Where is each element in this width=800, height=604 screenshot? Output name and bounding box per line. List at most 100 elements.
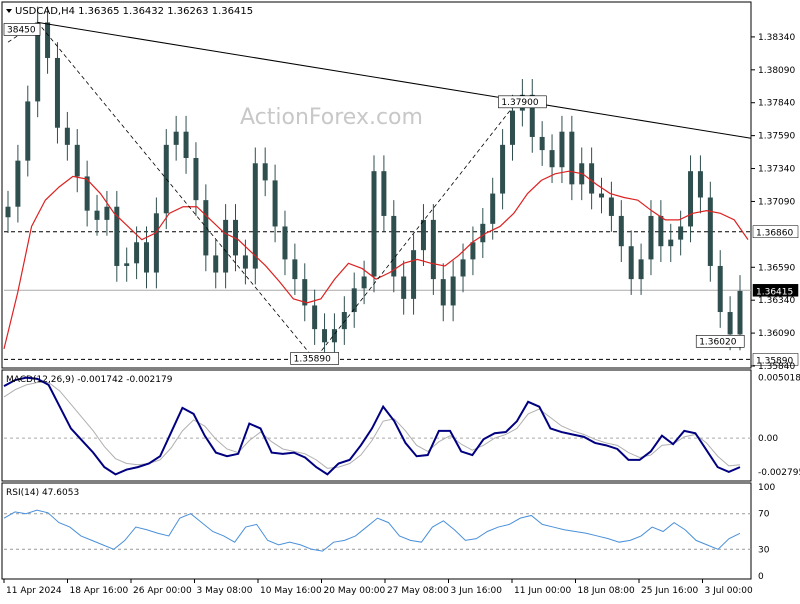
price-tick-label: 1.37840 (758, 99, 795, 109)
candle (569, 115, 575, 201)
macd-panel (3, 376, 751, 476)
candle (688, 155, 694, 243)
candle (361, 260, 367, 305)
price-panel-frame (1, 1, 752, 369)
time-tick-label: 10 May 16:00 (260, 586, 322, 596)
rsi-line (3, 509, 741, 552)
dropdown-triangle-icon[interactable] (6, 9, 12, 13)
candle-body (94, 210, 100, 220)
candle (193, 142, 199, 216)
candle-body (638, 259, 644, 280)
candle (351, 272, 357, 328)
price-tick-label: 1.37590 (758, 132, 795, 142)
pivot-label-box (498, 95, 547, 109)
candle (213, 239, 219, 289)
candle (15, 144, 21, 223)
pivot-label-box (695, 335, 745, 348)
candle (272, 164, 278, 243)
candle-body (411, 250, 417, 299)
candle (312, 289, 318, 345)
candle-body (341, 312, 347, 330)
candle (500, 129, 506, 210)
candle (143, 226, 149, 289)
level-price-tag: 1.35890 (756, 356, 793, 366)
candle-body (252, 163, 258, 269)
price-tick-label: 1.37090 (758, 197, 795, 207)
time-tick-label: 11 Apr 2024 (6, 586, 62, 596)
price-tick-label: 1.38090 (758, 66, 795, 76)
candle-body (490, 193, 496, 224)
candle (25, 85, 31, 177)
candle-body (302, 279, 308, 306)
time-tick-label: 18 Apr 16:00 (70, 586, 129, 596)
candle (628, 230, 634, 295)
candle (322, 313, 328, 359)
time-tick-label: 26 Apr 00:00 (133, 586, 192, 596)
candle-body (599, 193, 605, 198)
candle-body (401, 276, 407, 299)
candle-body (529, 94, 535, 137)
candle-body (688, 171, 694, 227)
candle (391, 200, 397, 293)
time-tick-label: 11 Jun 00:00 (514, 586, 571, 596)
level-price-tag: 1.36415 (756, 287, 793, 297)
candle-body (480, 223, 486, 243)
candle-body (618, 215, 624, 247)
rsi-panel-frame (1, 482, 752, 580)
candle-body (371, 171, 377, 277)
candle-body (717, 265, 723, 313)
candle-body (54, 57, 60, 128)
candle (638, 243, 644, 295)
candle-body (203, 200, 209, 256)
candle-body (351, 288, 357, 313)
candle-body (64, 127, 70, 145)
candle-body (233, 219, 239, 256)
candle-body (589, 163, 595, 194)
candle (381, 155, 387, 232)
rsi-tick-label: 0 (758, 572, 764, 582)
candle (411, 234, 417, 315)
candle (559, 115, 565, 184)
candle-body (331, 329, 337, 343)
symbol-header[interactable]: USDCAD,H4 1.36365 1.36432 1.36263 1.3641… (6, 6, 253, 17)
rsi-tick-label: 30 (758, 545, 770, 555)
candle-body (312, 305, 318, 330)
price-panel: 38450 1.37900 1.35890 1.36020 (3, 6, 752, 365)
time-tick-label: 3 Jul 00:00 (705, 586, 754, 596)
candle (233, 204, 239, 272)
candle-body (153, 213, 159, 273)
rsi-tick-label: 100 (758, 483, 775, 493)
pivot-label-box (3, 23, 41, 36)
candle (104, 190, 110, 236)
candle (539, 121, 545, 166)
candle-body (193, 158, 199, 201)
candle-body (440, 279, 446, 306)
macd-line (3, 376, 741, 476)
candle (717, 250, 723, 328)
level-price-tag-bg (752, 225, 799, 238)
candle-body (84, 176, 90, 211)
candle (697, 155, 703, 214)
macd-tick-label: 0.005018 (758, 373, 800, 383)
candle-body (15, 160, 21, 207)
candle-body (549, 150, 555, 168)
candle-body (608, 197, 614, 216)
candle-body (737, 290, 743, 335)
candle-body (697, 171, 703, 198)
candle-body (282, 226, 288, 260)
time-tick-label: 25 Jun 16:00 (641, 586, 698, 596)
candle (114, 190, 120, 282)
candle-body (322, 329, 328, 343)
macd-panel-frame (1, 369, 752, 482)
candle (262, 147, 268, 197)
candle-body (420, 219, 426, 251)
pivot-label-box (290, 352, 339, 365)
candle (5, 190, 11, 234)
price-tick-label: 1.36340 (758, 296, 795, 306)
candle (589, 147, 595, 210)
candle-body (430, 219, 436, 280)
candle (599, 177, 605, 214)
candle-body (668, 239, 674, 247)
